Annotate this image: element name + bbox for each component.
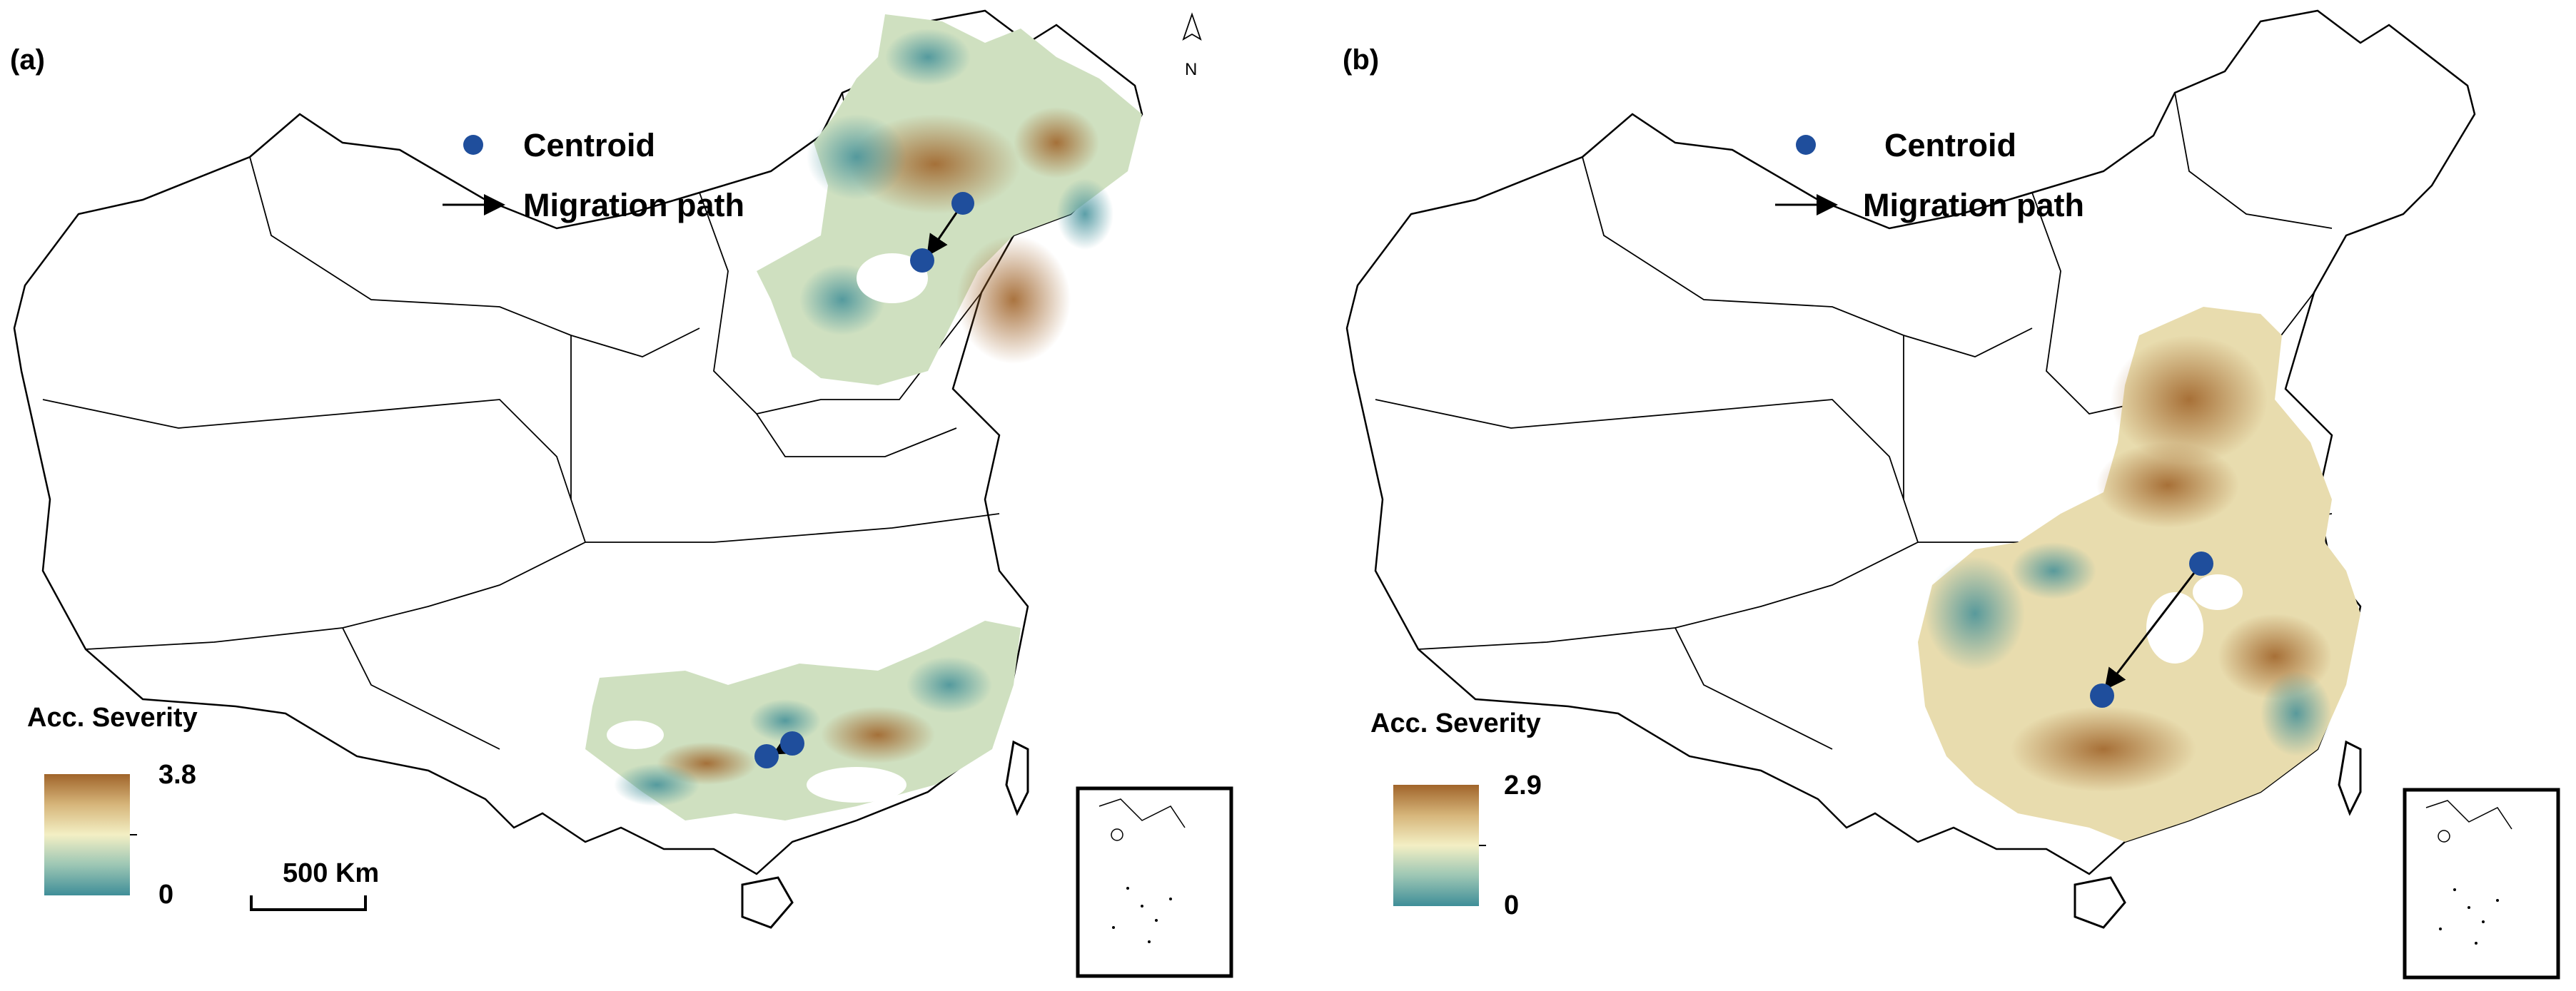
migration-path-legend-label: Migration path xyxy=(523,187,744,223)
severity-patch-central-east xyxy=(1918,307,2360,842)
hainan-island xyxy=(741,876,794,929)
severity-max-label: 2.9 xyxy=(1504,771,1542,801)
migration-paths xyxy=(754,192,974,768)
migration-paths xyxy=(2090,552,2213,708)
severity-min-label: 0 xyxy=(158,880,174,910)
scale-bar-label: 500 Km xyxy=(283,858,380,888)
north-arrow-icon xyxy=(1182,12,1202,41)
centroid-legend-label: Centroid xyxy=(1884,127,2016,163)
centroid-legend-marker xyxy=(463,135,483,155)
south-china-sea-inset xyxy=(2403,788,2560,980)
map-panel-a: (a) Centroid Migration path Acc. Severit… xyxy=(10,9,1233,978)
severity-legend-title: Acc. Severity xyxy=(27,703,198,733)
south-china-sea-inset xyxy=(1076,786,1233,978)
severity-colorbar xyxy=(1393,785,1479,906)
map-canvas-b xyxy=(1345,9,2560,980)
centroid-start-ne xyxy=(951,192,974,215)
centroid-end-south xyxy=(754,744,779,768)
map-panel-b: (b) Centroid Migration path Acc. Severit… xyxy=(1333,0,2576,991)
north-label: N xyxy=(1185,60,1198,79)
severity-colorbar xyxy=(44,774,130,895)
severity-max-label: 3.8 xyxy=(158,760,196,790)
map-canvas-a xyxy=(13,9,1233,978)
taiwan-island xyxy=(1005,740,1029,816)
centroid-end xyxy=(2090,683,2114,708)
severity-legend-title: Acc. Severity xyxy=(1370,708,1541,738)
scale-bar xyxy=(250,895,367,911)
panel-label: (b) xyxy=(1343,44,1380,76)
severity-patch-south xyxy=(585,621,1021,820)
centroid-end-ne xyxy=(910,248,934,273)
centroid-legend-marker xyxy=(1796,135,1816,155)
severity-min-label: 0 xyxy=(1504,890,1520,920)
panel-label: (a) xyxy=(10,44,45,76)
severity-patch-northeast xyxy=(757,14,1142,385)
centroid-start xyxy=(2189,552,2213,576)
migration-path-legend-label: Migration path xyxy=(1863,187,2084,223)
taiwan-island xyxy=(2338,740,2362,816)
centroid-legend-label: Centroid xyxy=(523,127,655,163)
hainan-island xyxy=(2074,876,2126,929)
centroid-start-south xyxy=(780,731,804,756)
region-boundaries xyxy=(42,92,1000,750)
